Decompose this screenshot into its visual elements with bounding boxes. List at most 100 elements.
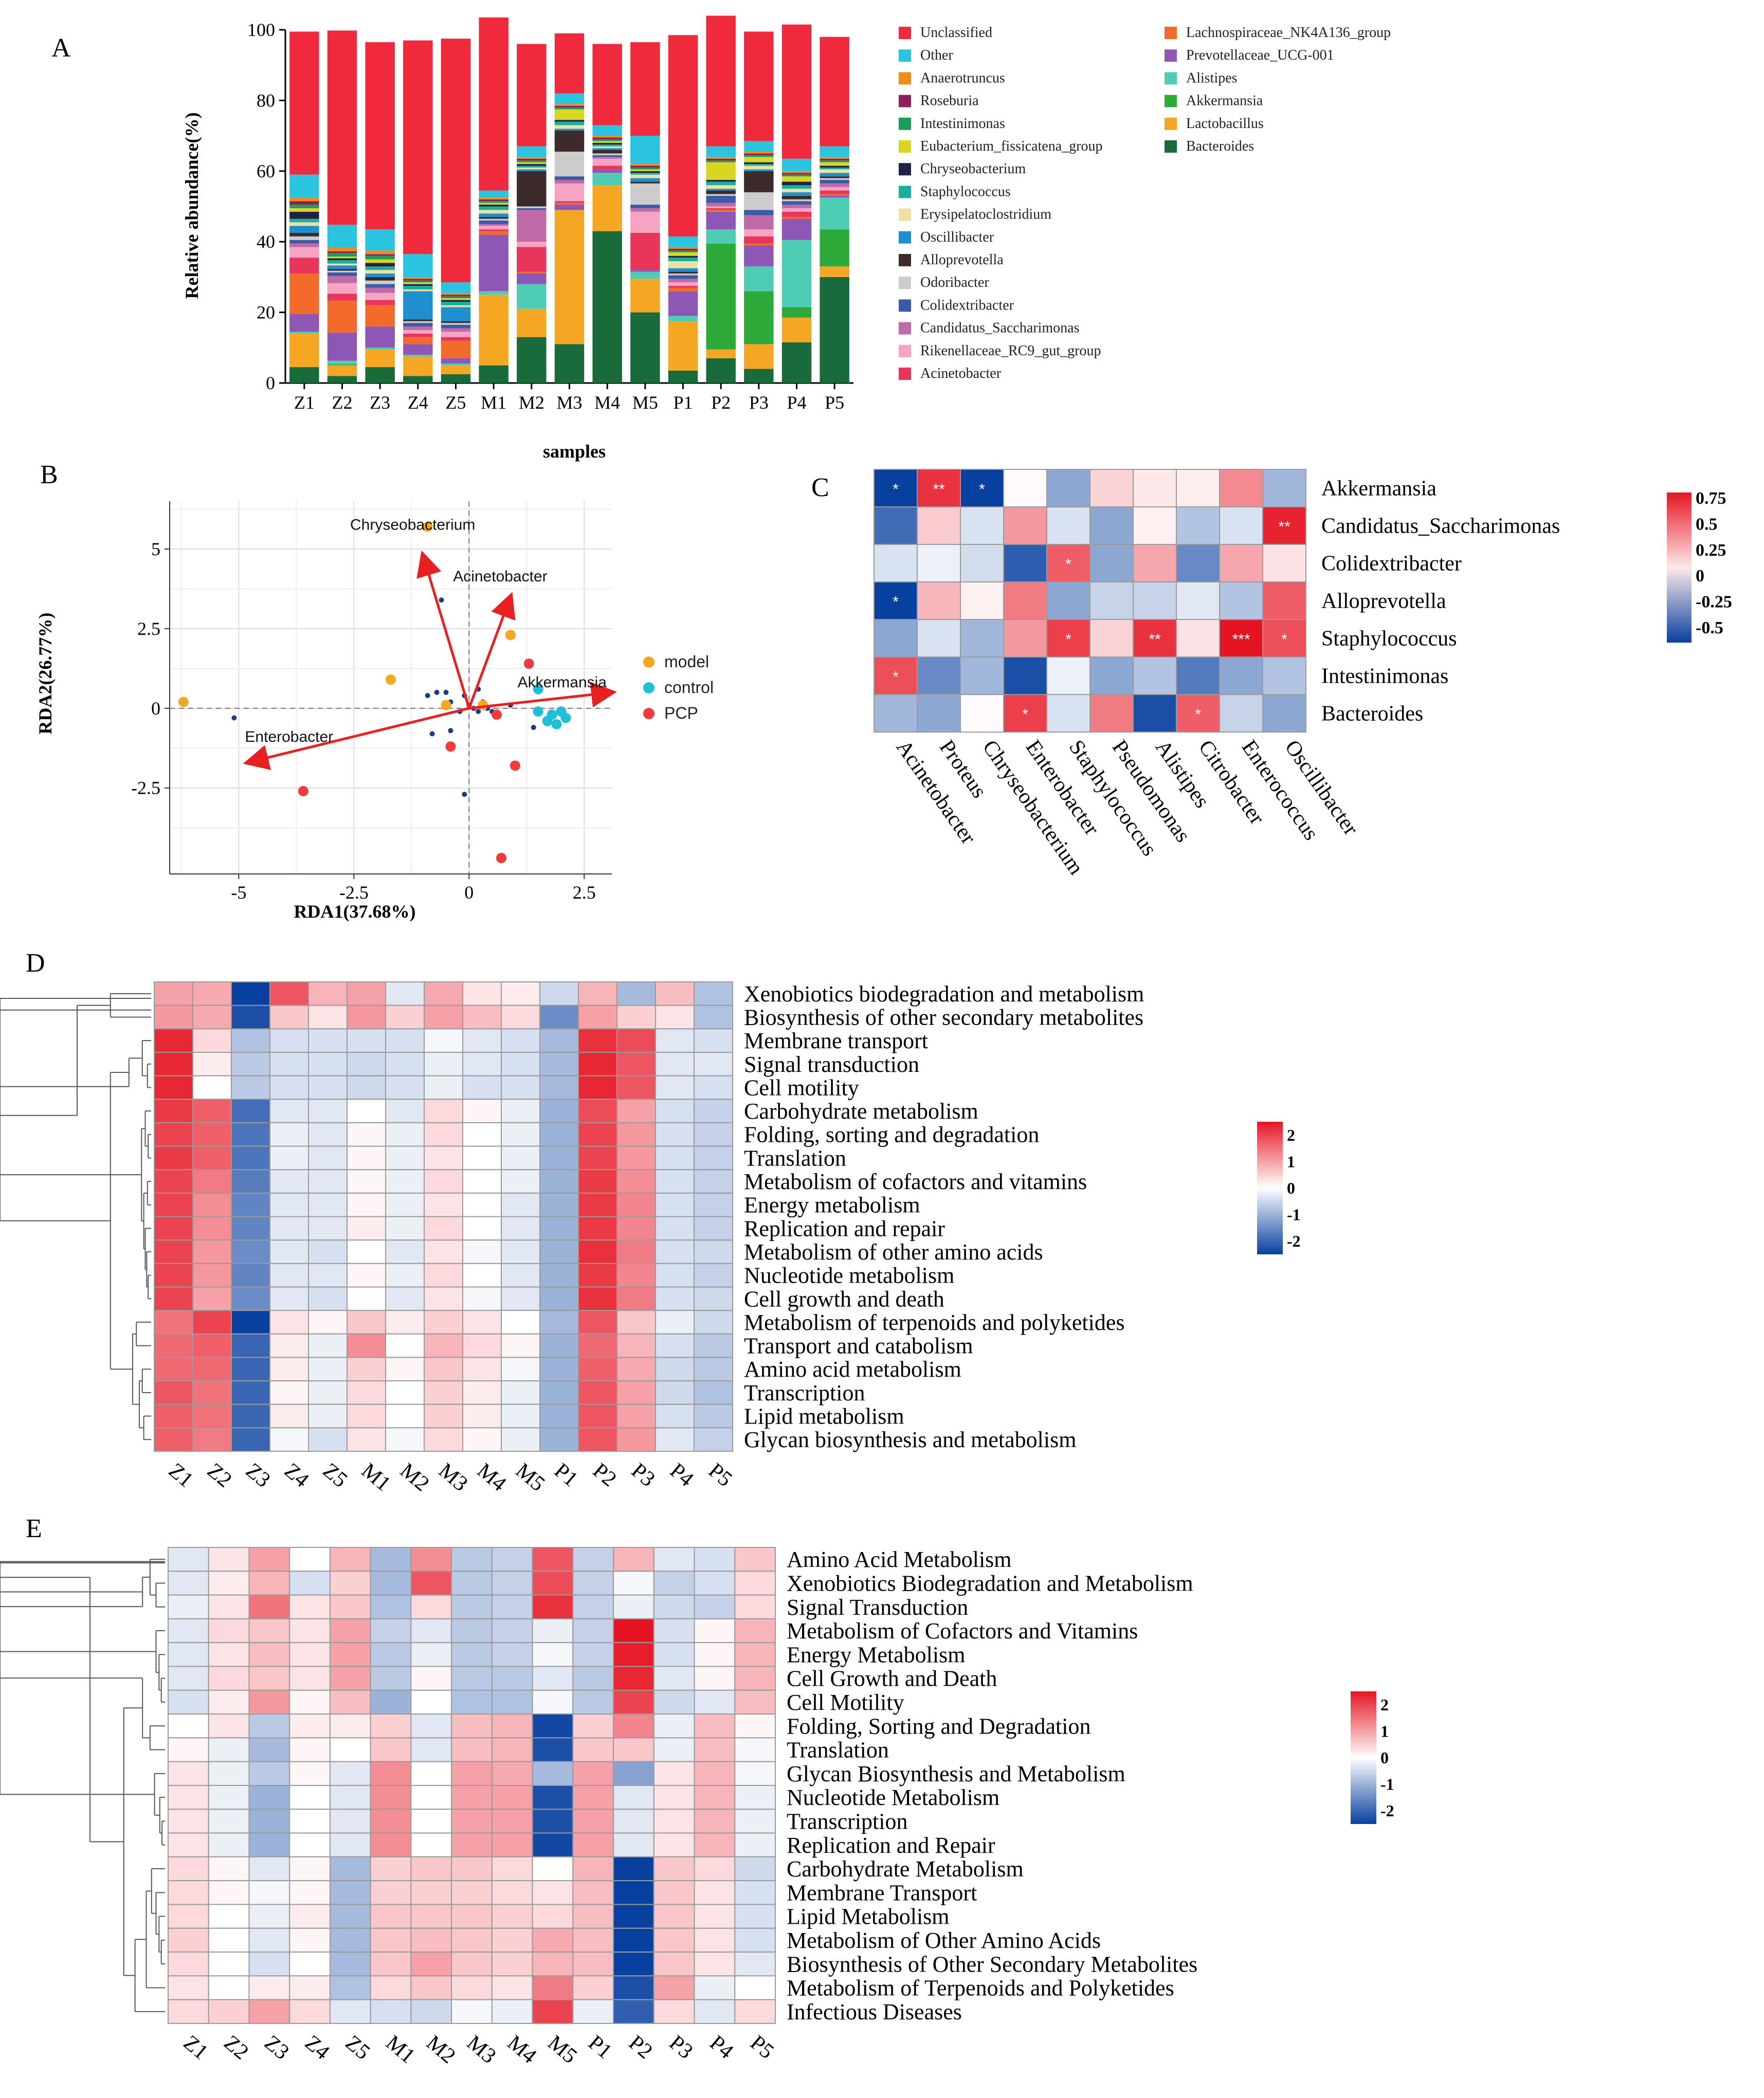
legend-swatch: [1165, 72, 1177, 85]
heatmap-cell: [329, 1666, 371, 1691]
bar-segment: [668, 271, 698, 274]
heatmap-cell: [168, 1618, 209, 1644]
heatmap-cell: [269, 1380, 309, 1405]
legend-swatch: [899, 117, 911, 130]
heatmap-cell: [192, 1380, 232, 1405]
heatmap-cell: [491, 1880, 533, 1905]
heatmap-cell: [532, 1904, 574, 1929]
bar-segment: [592, 185, 622, 231]
heatmap-cell: [960, 694, 1004, 733]
heatmap-cell: [308, 1099, 348, 1123]
heatmap-cell: [616, 1239, 656, 1264]
heatmap-cell: [289, 1547, 331, 1572]
heatmap-cell: [424, 1099, 463, 1123]
heatmap-cell: [289, 1785, 331, 1810]
bar-segment: [289, 314, 319, 332]
heatmap-cell: [329, 1832, 371, 1857]
heatmap-cell: [329, 1713, 371, 1739]
sample-point: [505, 630, 516, 641]
significance-mark: ***: [1232, 631, 1250, 648]
bar-segment: [554, 121, 585, 125]
row-label: Metabolism of Terpenoids and Polyketides: [787, 1976, 1174, 2001]
heatmap-cell: [694, 1145, 733, 1171]
heatmap-cell: [289, 1761, 331, 1786]
panel-c: C * ** ****** ** *** *** *AkkermansiaCandidatus…: [811, 469, 1732, 879]
heatmap-cell: [734, 1856, 776, 1882]
heatmap-cell: [192, 981, 232, 1006]
bar-segment: [820, 173, 849, 177]
heatmap-cell: [231, 1333, 270, 1358]
heatmap-cell: [248, 1809, 290, 1834]
heatmap-cell: [539, 1380, 579, 1405]
heatmap-cell: [410, 1713, 452, 1739]
significance-mark: **: [1149, 631, 1161, 648]
bar-segment: [781, 176, 812, 182]
legend-swatch: [899, 322, 911, 335]
heatmap-cell: [578, 1051, 617, 1077]
heatmap-cell: [694, 1051, 733, 1077]
bar-segment: [554, 33, 585, 94]
heatmap-cell: [578, 1310, 617, 1335]
bar-segment: [403, 344, 433, 355]
sample-point: [178, 697, 189, 707]
heatmap-cell: [192, 1216, 232, 1241]
bar-segment: [403, 289, 433, 291]
scale-tick-label: -0.5: [1696, 618, 1723, 637]
heatmap-cell: [385, 1075, 425, 1100]
heatmap-cell: [616, 1427, 656, 1452]
heatmap-cell: [308, 981, 348, 1006]
heatmap-cell: [539, 1169, 579, 1194]
heatmap-cell: [694, 1642, 736, 1667]
bar-segment: [289, 367, 319, 383]
heatmap-cell: [578, 981, 617, 1006]
bar-segment: [744, 162, 774, 165]
heatmap-cell: [694, 1571, 736, 1596]
heatmap-cell: [1219, 619, 1263, 658]
sample-point: [510, 760, 520, 771]
heatmap-cell: [734, 1618, 776, 1644]
heatmap-cell: [578, 1075, 617, 1100]
heatmap-cell: [289, 1856, 331, 1882]
row-label: Transport and catabolism: [744, 1334, 973, 1359]
x-tick-label: M5: [632, 392, 658, 413]
heatmap-cell: [289, 1642, 331, 1667]
heatmap-cell: [694, 1832, 736, 1857]
heatmap-cell: [917, 656, 961, 695]
heatmap-cell: [410, 1856, 452, 1882]
heatmap-cell: [451, 1809, 493, 1834]
bar-segment: [554, 107, 585, 110]
bar-segment: [289, 332, 319, 334]
column-label: M2: [422, 2031, 460, 2068]
legend-entry: Akkermansia: [1186, 93, 1263, 109]
heatmap-cell: [410, 1618, 452, 1644]
legend-entry: Staphylococcus: [920, 184, 1011, 199]
bar-segment: [744, 153, 774, 155]
heatmap-cell: [501, 1169, 540, 1194]
bar-segment: [630, 178, 660, 182]
heatmap-cell: [168, 1642, 209, 1667]
bar-segment: [403, 284, 433, 286]
heatmap-cell: [308, 1310, 348, 1335]
row-label: Energy metabolism: [744, 1193, 920, 1218]
heatmap-cell: [1003, 656, 1047, 695]
bar-segment: [365, 270, 395, 274]
heatmap-cell: [501, 1028, 540, 1053]
heatmap-cell: [192, 1357, 232, 1382]
heatmap-cell: [424, 1005, 463, 1030]
x-tick-label: 0: [464, 882, 474, 903]
heatmap-cell: [539, 1286, 579, 1311]
heatmap-cell: [572, 1761, 614, 1786]
legend-swatch: [899, 277, 911, 289]
row-label: Bacteroides: [1321, 702, 1423, 726]
bar-segment: [365, 367, 395, 383]
bar-segment: [403, 286, 433, 289]
heatmap-cell: [694, 1099, 733, 1123]
heatmap-cell: [613, 1689, 654, 1715]
bar-segment: [706, 229, 736, 244]
heatmap-cell: [248, 1904, 290, 1929]
species-point: [531, 724, 536, 730]
y-tick-label: 2.5: [137, 618, 160, 639]
heatmap-cell: [347, 1122, 386, 1147]
heatmap-cell: [655, 1263, 695, 1288]
heatmap-cell: [424, 1239, 463, 1264]
